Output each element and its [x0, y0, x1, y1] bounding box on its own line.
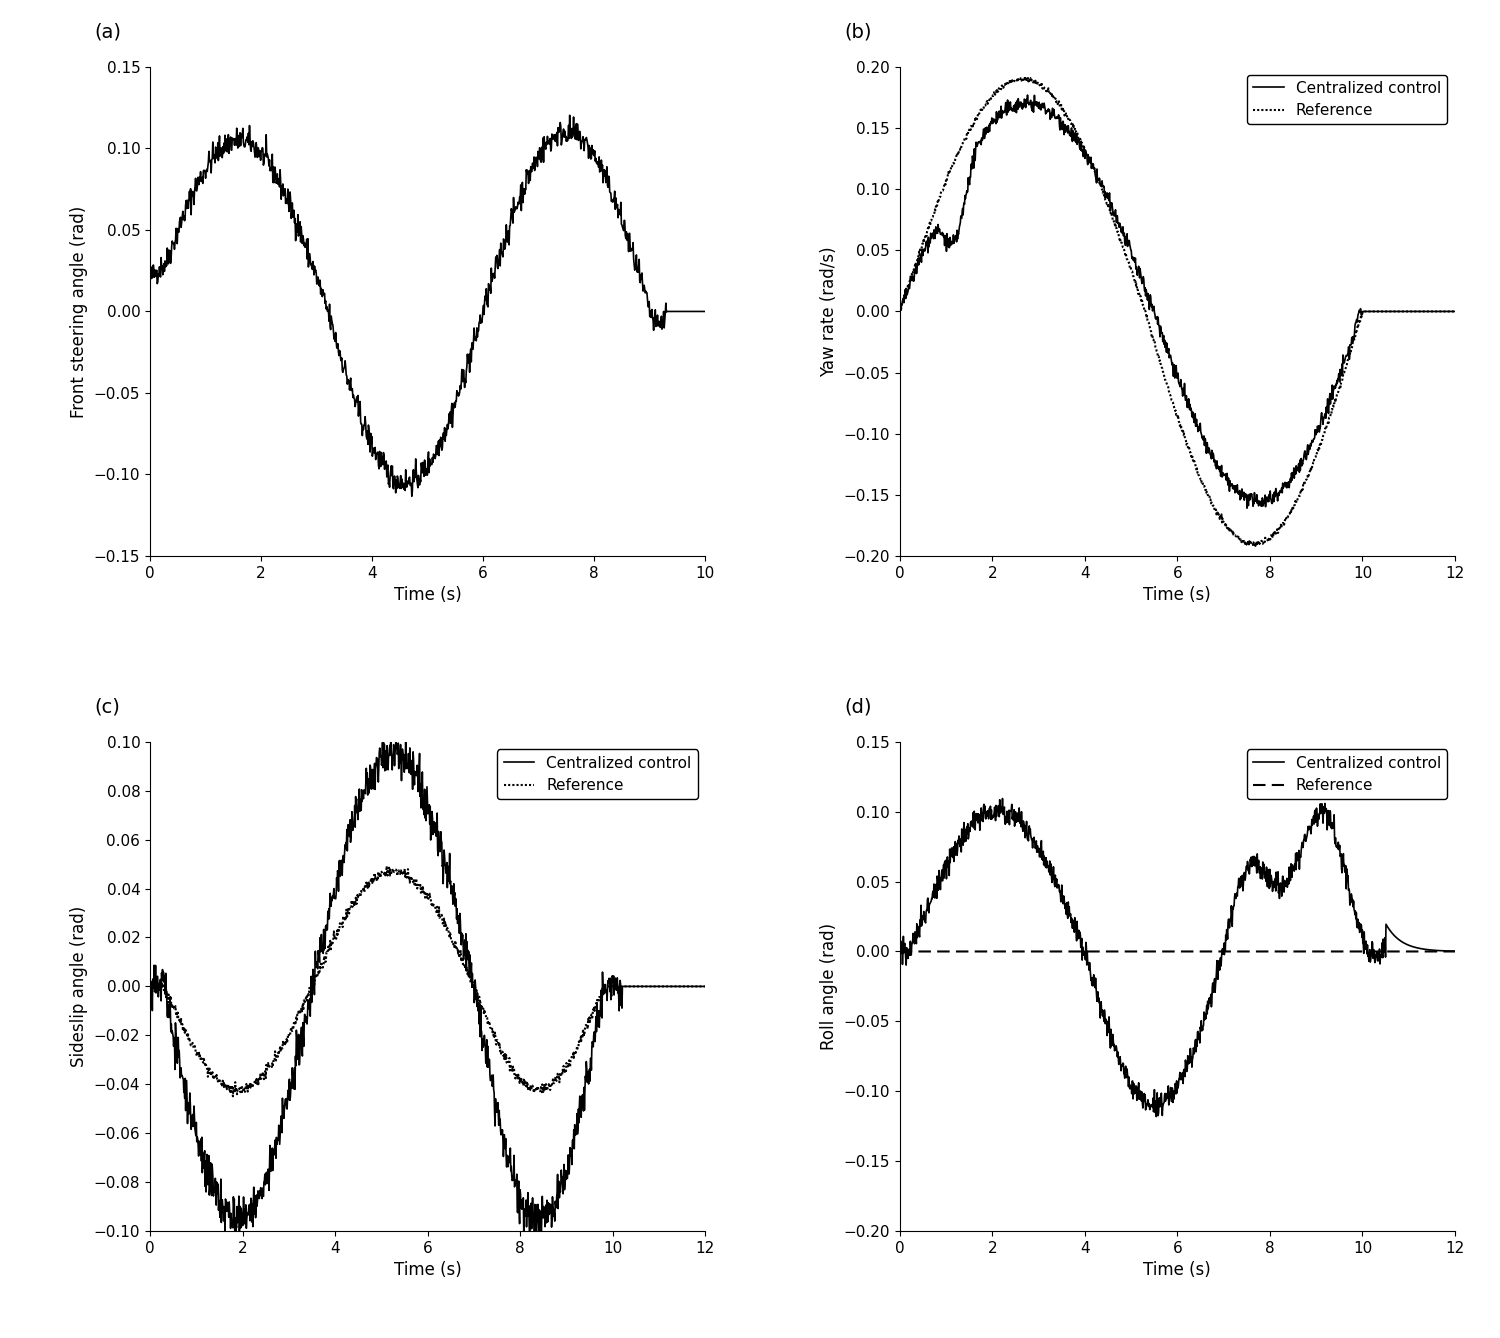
Centralized control [446, 876, 464, 892]
Centralized control [433, 858, 451, 874]
Line: Centralized control: Centralized control [150, 736, 705, 1236]
Reference [1446, 943, 1464, 959]
Reference [433, 915, 451, 931]
Reference [236, 1082, 254, 1098]
Centralized control [1446, 304, 1464, 320]
Centralized control [1132, 268, 1150, 284]
Reference [1016, 68, 1034, 84]
Centralized control [1184, 408, 1202, 424]
Centralized control [214, 1212, 232, 1228]
X-axis label: Time (s): Time (s) [1143, 1262, 1210, 1279]
Centralized control [1078, 943, 1096, 959]
Centralized control [234, 1189, 252, 1206]
Centralized control [1196, 1004, 1214, 1020]
Centralized control [984, 809, 1002, 826]
Centralized control [993, 791, 1011, 807]
Centralized control [1238, 500, 1256, 516]
Line: Reference: Reference [900, 76, 1455, 546]
Centralized control [891, 942, 909, 958]
X-axis label: Time (s): Time (s) [394, 1262, 462, 1279]
Text: (d): (d) [844, 697, 871, 717]
Reference [378, 858, 396, 874]
Centralized control [984, 112, 1002, 128]
Reference [1248, 538, 1266, 554]
Reference [214, 1074, 232, 1090]
Centralized control [141, 974, 159, 990]
Centralized control [382, 744, 400, 760]
Centralized control [964, 804, 982, 820]
Reference [382, 864, 400, 880]
Centralized control [1078, 154, 1096, 170]
Line: Centralized control: Centralized control [900, 95, 1455, 508]
Reference [1132, 292, 1150, 308]
Reference [1194, 478, 1212, 494]
Reference [984, 943, 1002, 959]
Centralized control [328, 878, 346, 894]
Reference [446, 938, 464, 954]
Reference [328, 927, 346, 943]
Reference [696, 978, 714, 994]
Legend: Centralized control, Reference: Centralized control, Reference [1246, 749, 1448, 799]
X-axis label: Time (s): Time (s) [1143, 586, 1210, 605]
Text: (b): (b) [844, 23, 871, 41]
Reference [1131, 943, 1149, 959]
Reference [141, 979, 159, 995]
Centralized control [964, 154, 982, 170]
Reference [1182, 943, 1200, 959]
Centralized control [382, 728, 400, 744]
Text: (a): (a) [94, 23, 122, 41]
Centralized control [1184, 1052, 1202, 1068]
Reference [1446, 304, 1464, 320]
Centralized control [1148, 1109, 1166, 1125]
Line: Reference: Reference [150, 866, 705, 1096]
Line: Centralized control: Centralized control [900, 799, 1455, 1117]
Centralized control [891, 298, 909, 314]
Reference [891, 943, 909, 959]
Centralized control [1446, 943, 1464, 959]
Reference [984, 88, 1002, 104]
Y-axis label: Roll angle (rad): Roll angle (rad) [821, 923, 839, 1050]
Centralized control [1132, 1090, 1150, 1107]
Y-axis label: Front steering angle (rad): Front steering angle (rad) [70, 205, 88, 417]
X-axis label: Time (s): Time (s) [394, 586, 462, 605]
Reference [891, 301, 909, 317]
Centralized control [530, 1228, 548, 1244]
Legend: Centralized control, Reference: Centralized control, Reference [498, 749, 698, 799]
Text: (c): (c) [94, 697, 120, 717]
Reference [224, 1088, 242, 1104]
Reference [1078, 147, 1096, 163]
Reference [964, 943, 982, 959]
Centralized control [1194, 431, 1212, 447]
Centralized control [696, 978, 714, 994]
Legend: Centralized control, Reference: Centralized control, Reference [1246, 75, 1448, 124]
Centralized control [1019, 87, 1036, 103]
Reference [1194, 943, 1212, 959]
Reference [1078, 943, 1096, 959]
Reference [1184, 451, 1202, 467]
Y-axis label: Yaw rate (rad/s): Yaw rate (rad/s) [821, 246, 839, 377]
Y-axis label: Sideslip angle (rad): Sideslip angle (rad) [70, 906, 88, 1066]
Reference [964, 115, 982, 131]
